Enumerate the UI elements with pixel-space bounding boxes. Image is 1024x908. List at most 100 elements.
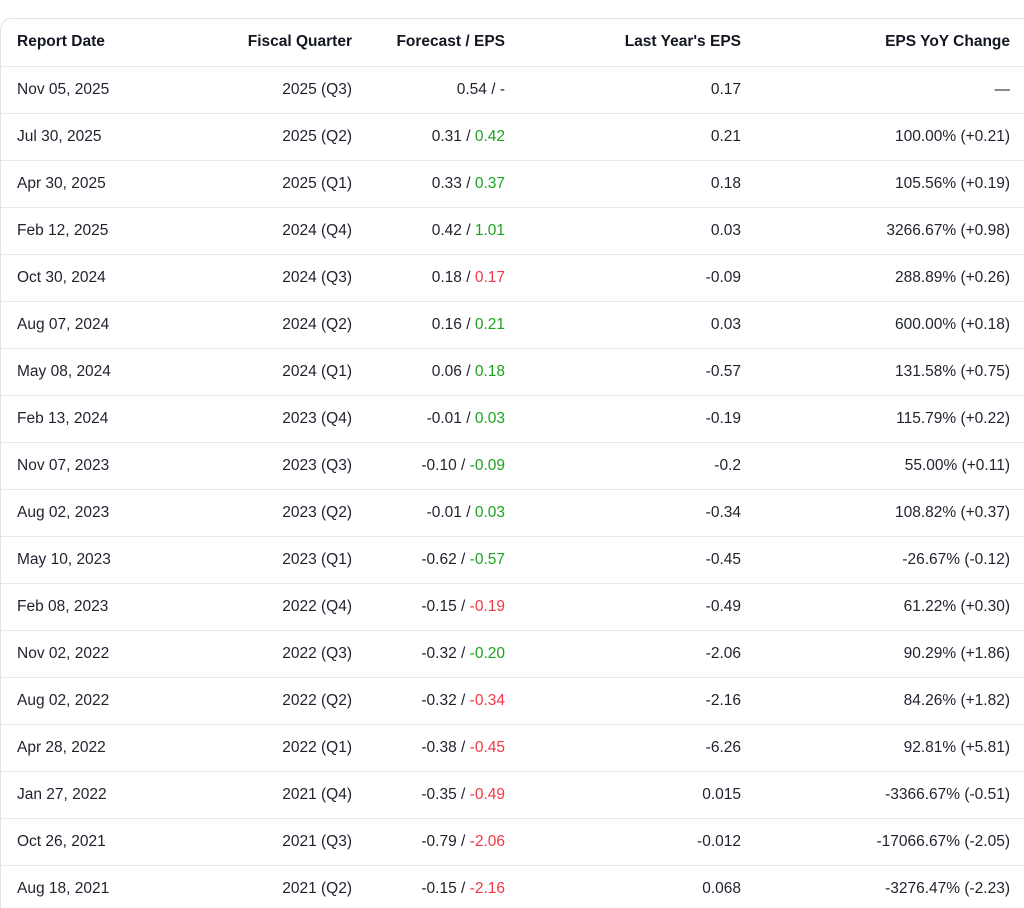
last-year-eps-cell: 0.17 xyxy=(710,80,741,98)
forecast-eps-cell: -0.38 / -0.45 xyxy=(352,724,505,771)
last-year-eps-cell: -0.57 xyxy=(705,362,741,380)
last-year-eps-cell: 0.03 xyxy=(710,315,741,333)
report-date-cell: Feb 12, 2025 xyxy=(17,221,109,239)
table-row[interactable]: Apr 30, 2025 2025 (Q1) 0.33 / 0.37 0.18 105.… xyxy=(1,160,1024,207)
table-row[interactable]: Oct 30, 2024 2024 (Q3) 0.18 / 0.17 -0.09 288… xyxy=(1,254,1024,301)
last-year-eps-cell: -0.19 xyxy=(705,409,741,427)
last-year-eps-cell: 0.18 xyxy=(710,174,741,192)
yoy-change-cell: 92.81% (+5.81) xyxy=(903,738,1010,756)
eps-value: 0.37 xyxy=(474,174,505,192)
table-row[interactable]: May 10, 2023 2023 (Q1) -0.62 / -0.57 -0.45-… xyxy=(1,536,1024,583)
yoy-change-cell: -17066.67% (-2.05) xyxy=(876,832,1010,850)
fiscal-quarter-cell: 2024 (Q4) xyxy=(282,221,352,239)
eps-value: 0.42 xyxy=(474,127,505,145)
col-header-fiscal-quarter: Fiscal Quarter xyxy=(247,33,352,51)
report-date-cell: Oct 26, 2021 xyxy=(17,832,106,850)
forecast-eps-separator: / xyxy=(456,785,470,803)
last-year-eps-cell: -0.2 xyxy=(714,456,741,474)
yoy-change-cell: 131.58% (+0.75) xyxy=(894,362,1010,380)
forecast-value: 0.54 xyxy=(456,80,487,98)
table-row[interactable]: Nov 02, 2022 2022 (Q3) -0.32 / -0.20 -2.06 9… xyxy=(1,630,1024,677)
forecast-value: -0.15 xyxy=(421,597,457,615)
forecast-eps-separator: / xyxy=(461,174,475,192)
last-year-eps-cell: -0.45 xyxy=(705,550,741,568)
forecast-value: -0.01 xyxy=(426,503,462,521)
forecast-eps-separator: / xyxy=(456,644,470,662)
report-date-cell: Apr 30, 2025 xyxy=(17,174,106,192)
report-date-cell: Nov 02, 2022 xyxy=(17,644,110,662)
last-year-eps-cell: 0.015 xyxy=(702,785,741,803)
eps-value: 0.18 xyxy=(474,362,505,380)
fiscal-quarter-cell: 2025 (Q2) xyxy=(282,127,352,145)
fiscal-quarter-cell: 2022 (Q1) xyxy=(282,738,352,756)
report-date-cell: Apr 28, 2022 xyxy=(17,738,106,756)
forecast-eps-separator: / xyxy=(456,456,470,474)
eps-value: -0.20 xyxy=(469,644,505,662)
report-date-cell: Oct 30, 2024 xyxy=(17,268,106,286)
table-row[interactable]: Jul 30, 2025 2025 (Q2) 0.31 / 0.42 0.21 100.… xyxy=(1,113,1024,160)
fiscal-quarter-cell: 2022 (Q2) xyxy=(282,691,352,709)
table-header-row: Report Date Fiscal Quarter Forecast / EP… xyxy=(1,19,1024,66)
table-row[interactable]: Aug 18, 2021 2021 (Q2) -0.15 / -2.16 0.068 -… xyxy=(1,865,1024,908)
forecast-value: 0.42 xyxy=(431,221,462,239)
fiscal-quarter-cell: 2023 (Q1) xyxy=(282,550,352,568)
table-row[interactable]: Nov 05, 2025 2025 (Q3) 0.54 / -0.17— xyxy=(1,66,1024,113)
forecast-value: -0.35 xyxy=(421,785,457,803)
last-year-eps-cell: 0.068 xyxy=(702,879,741,897)
forecast-eps-cell: 0.33 / 0.37 xyxy=(352,160,505,207)
last-year-eps-cell: -2.06 xyxy=(705,644,741,662)
forecast-eps-cell: -0.32 / -0.34 xyxy=(352,677,505,724)
table-row[interactable]: Feb 08, 2023 2022 (Q4) -0.15 / -0.19 -0.49 6… xyxy=(1,583,1024,630)
table-row[interactable]: Aug 07, 2024 2024 (Q2) 0.16 / 0.21 0.03 600.… xyxy=(1,301,1024,348)
eps-value: 0.21 xyxy=(474,315,505,333)
forecast-eps-cell: -0.01 / 0.03 xyxy=(352,489,505,536)
forecast-value: -0.38 xyxy=(421,738,457,756)
earnings-table: Report Date Fiscal Quarter Forecast / EP… xyxy=(1,19,1024,908)
table-row[interactable]: May 08, 2024 2024 (Q1) 0.06 / 0.18 -0.57 131… xyxy=(1,348,1024,395)
report-date-cell: Aug 07, 2024 xyxy=(17,315,110,333)
table-row[interactable]: Feb 13, 2024 2023 (Q4) -0.01 / 0.03 -0.19 11… xyxy=(1,395,1024,442)
col-header-last-year-eps: Last Year's EPS xyxy=(624,33,741,51)
report-date-cell: May 08, 2024 xyxy=(17,362,111,380)
forecast-eps-separator: / xyxy=(461,127,475,145)
forecast-eps-separator: / xyxy=(486,80,500,98)
forecast-eps-cell: -0.35 / -0.49 xyxy=(352,771,505,818)
yoy-change-cell: 55.00% (+0.11) xyxy=(904,456,1010,474)
report-date-cell: Feb 13, 2024 xyxy=(17,409,109,427)
report-date-cell: Aug 02, 2023 xyxy=(17,503,110,521)
forecast-value: 0.18 xyxy=(431,268,462,286)
yoy-change-cell: — xyxy=(994,80,1011,98)
eps-value: -0.19 xyxy=(469,597,505,615)
table-row[interactable]: Jan 27, 2022 2021 (Q4) -0.35 / -0.49 0.015-… xyxy=(1,771,1024,818)
forecast-eps-cell: -0.10 / -0.09 xyxy=(352,442,505,489)
table-row[interactable]: Apr 28, 2022 2022 (Q1) -0.38 / -0.45 -6.26 9… xyxy=(1,724,1024,771)
last-year-eps-cell: 0.03 xyxy=(710,221,741,239)
report-date-cell: Jan 27, 2022 xyxy=(17,785,107,803)
yoy-change-cell: 600.00% (+0.18) xyxy=(894,315,1010,333)
table-row[interactable]: Aug 02, 2023 2023 (Q2) -0.01 / 0.03 -0.34 10… xyxy=(1,489,1024,536)
yoy-change-cell: 108.82% (+0.37) xyxy=(894,503,1010,521)
forecast-value: -0.01 xyxy=(426,409,462,427)
table-row[interactable]: Feb 12, 2025 2024 (Q4) 0.42 / 1.01 0.03 3266… xyxy=(1,207,1024,254)
fiscal-quarter-cell: 2025 (Q1) xyxy=(282,174,352,192)
forecast-eps-cell: -0.15 / -2.16 xyxy=(352,865,505,908)
eps-value: 0.17 xyxy=(474,268,505,286)
forecast-eps-separator: / xyxy=(461,503,475,521)
forecast-value: -0.32 xyxy=(421,644,457,662)
forecast-value: -0.62 xyxy=(421,550,457,568)
yoy-change-cell: 61.22% (+0.30) xyxy=(903,597,1010,615)
table-row[interactable]: Nov 07, 2023 2023 (Q3) -0.10 / -0.09 -0.2 55… xyxy=(1,442,1024,489)
fiscal-quarter-cell: 2021 (Q3) xyxy=(282,832,352,850)
forecast-value: -0.15 xyxy=(421,879,457,897)
report-date-cell: Aug 02, 2022 xyxy=(17,691,110,709)
fiscal-quarter-cell: 2021 (Q2) xyxy=(282,879,352,897)
yoy-change-cell: -3276.47% (-2.23) xyxy=(885,879,1010,897)
table-row[interactable]: Oct 26, 2021 2021 (Q3) -0.79 / -2.06 -0.012… xyxy=(1,818,1024,865)
eps-value: 0.03 xyxy=(474,409,505,427)
eps-value: -0.09 xyxy=(469,456,505,474)
report-date-cell: Jul 30, 2025 xyxy=(17,127,102,145)
forecast-eps-separator: / xyxy=(456,738,470,756)
report-date-cell: Aug 18, 2021 xyxy=(17,879,110,897)
yoy-change-cell: 3266.67% (+0.98) xyxy=(886,221,1010,239)
table-row[interactable]: Aug 02, 2022 2022 (Q2) -0.32 / -0.34 -2.16 8… xyxy=(1,677,1024,724)
